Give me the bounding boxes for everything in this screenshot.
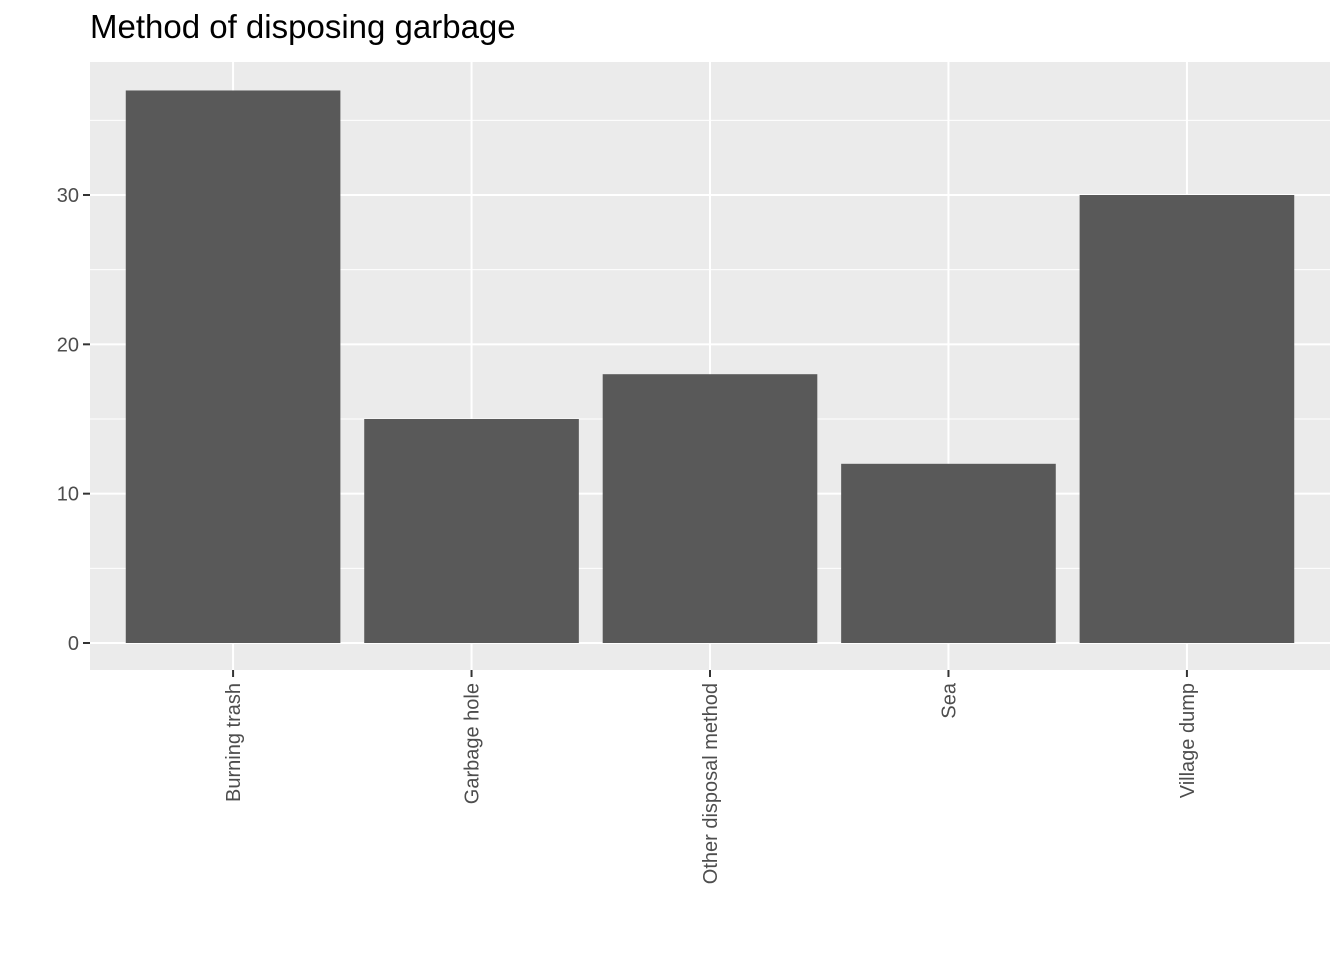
- bar-garbage-hole: [364, 419, 579, 643]
- y-tick-label: 30: [57, 185, 79, 207]
- x-tick-label: Village dump: [1177, 683, 1199, 798]
- bar-burning-trash: [125, 90, 341, 643]
- x-tick-label: Garbage hole: [462, 683, 484, 804]
- y-axis: 0 10 20 30: [57, 185, 90, 655]
- x-tick-label: Other disposal method: [700, 683, 722, 884]
- y-tick-label: 0: [68, 633, 79, 655]
- x-tick-label: Sea: [938, 682, 960, 718]
- y-tick-label: 20: [57, 334, 79, 356]
- bar-village-dump: [1079, 195, 1295, 643]
- bars: [125, 90, 1295, 643]
- bar-other-disposal-method: [602, 374, 818, 643]
- x-axis: Burning trash Garbage hole Other disposal …: [223, 670, 1199, 884]
- chart-title: Method of disposing garbage: [90, 8, 516, 45]
- bar-sea: [841, 463, 1056, 643]
- x-tick-label: Burning trash: [223, 683, 245, 802]
- y-tick-label: 10: [57, 484, 79, 506]
